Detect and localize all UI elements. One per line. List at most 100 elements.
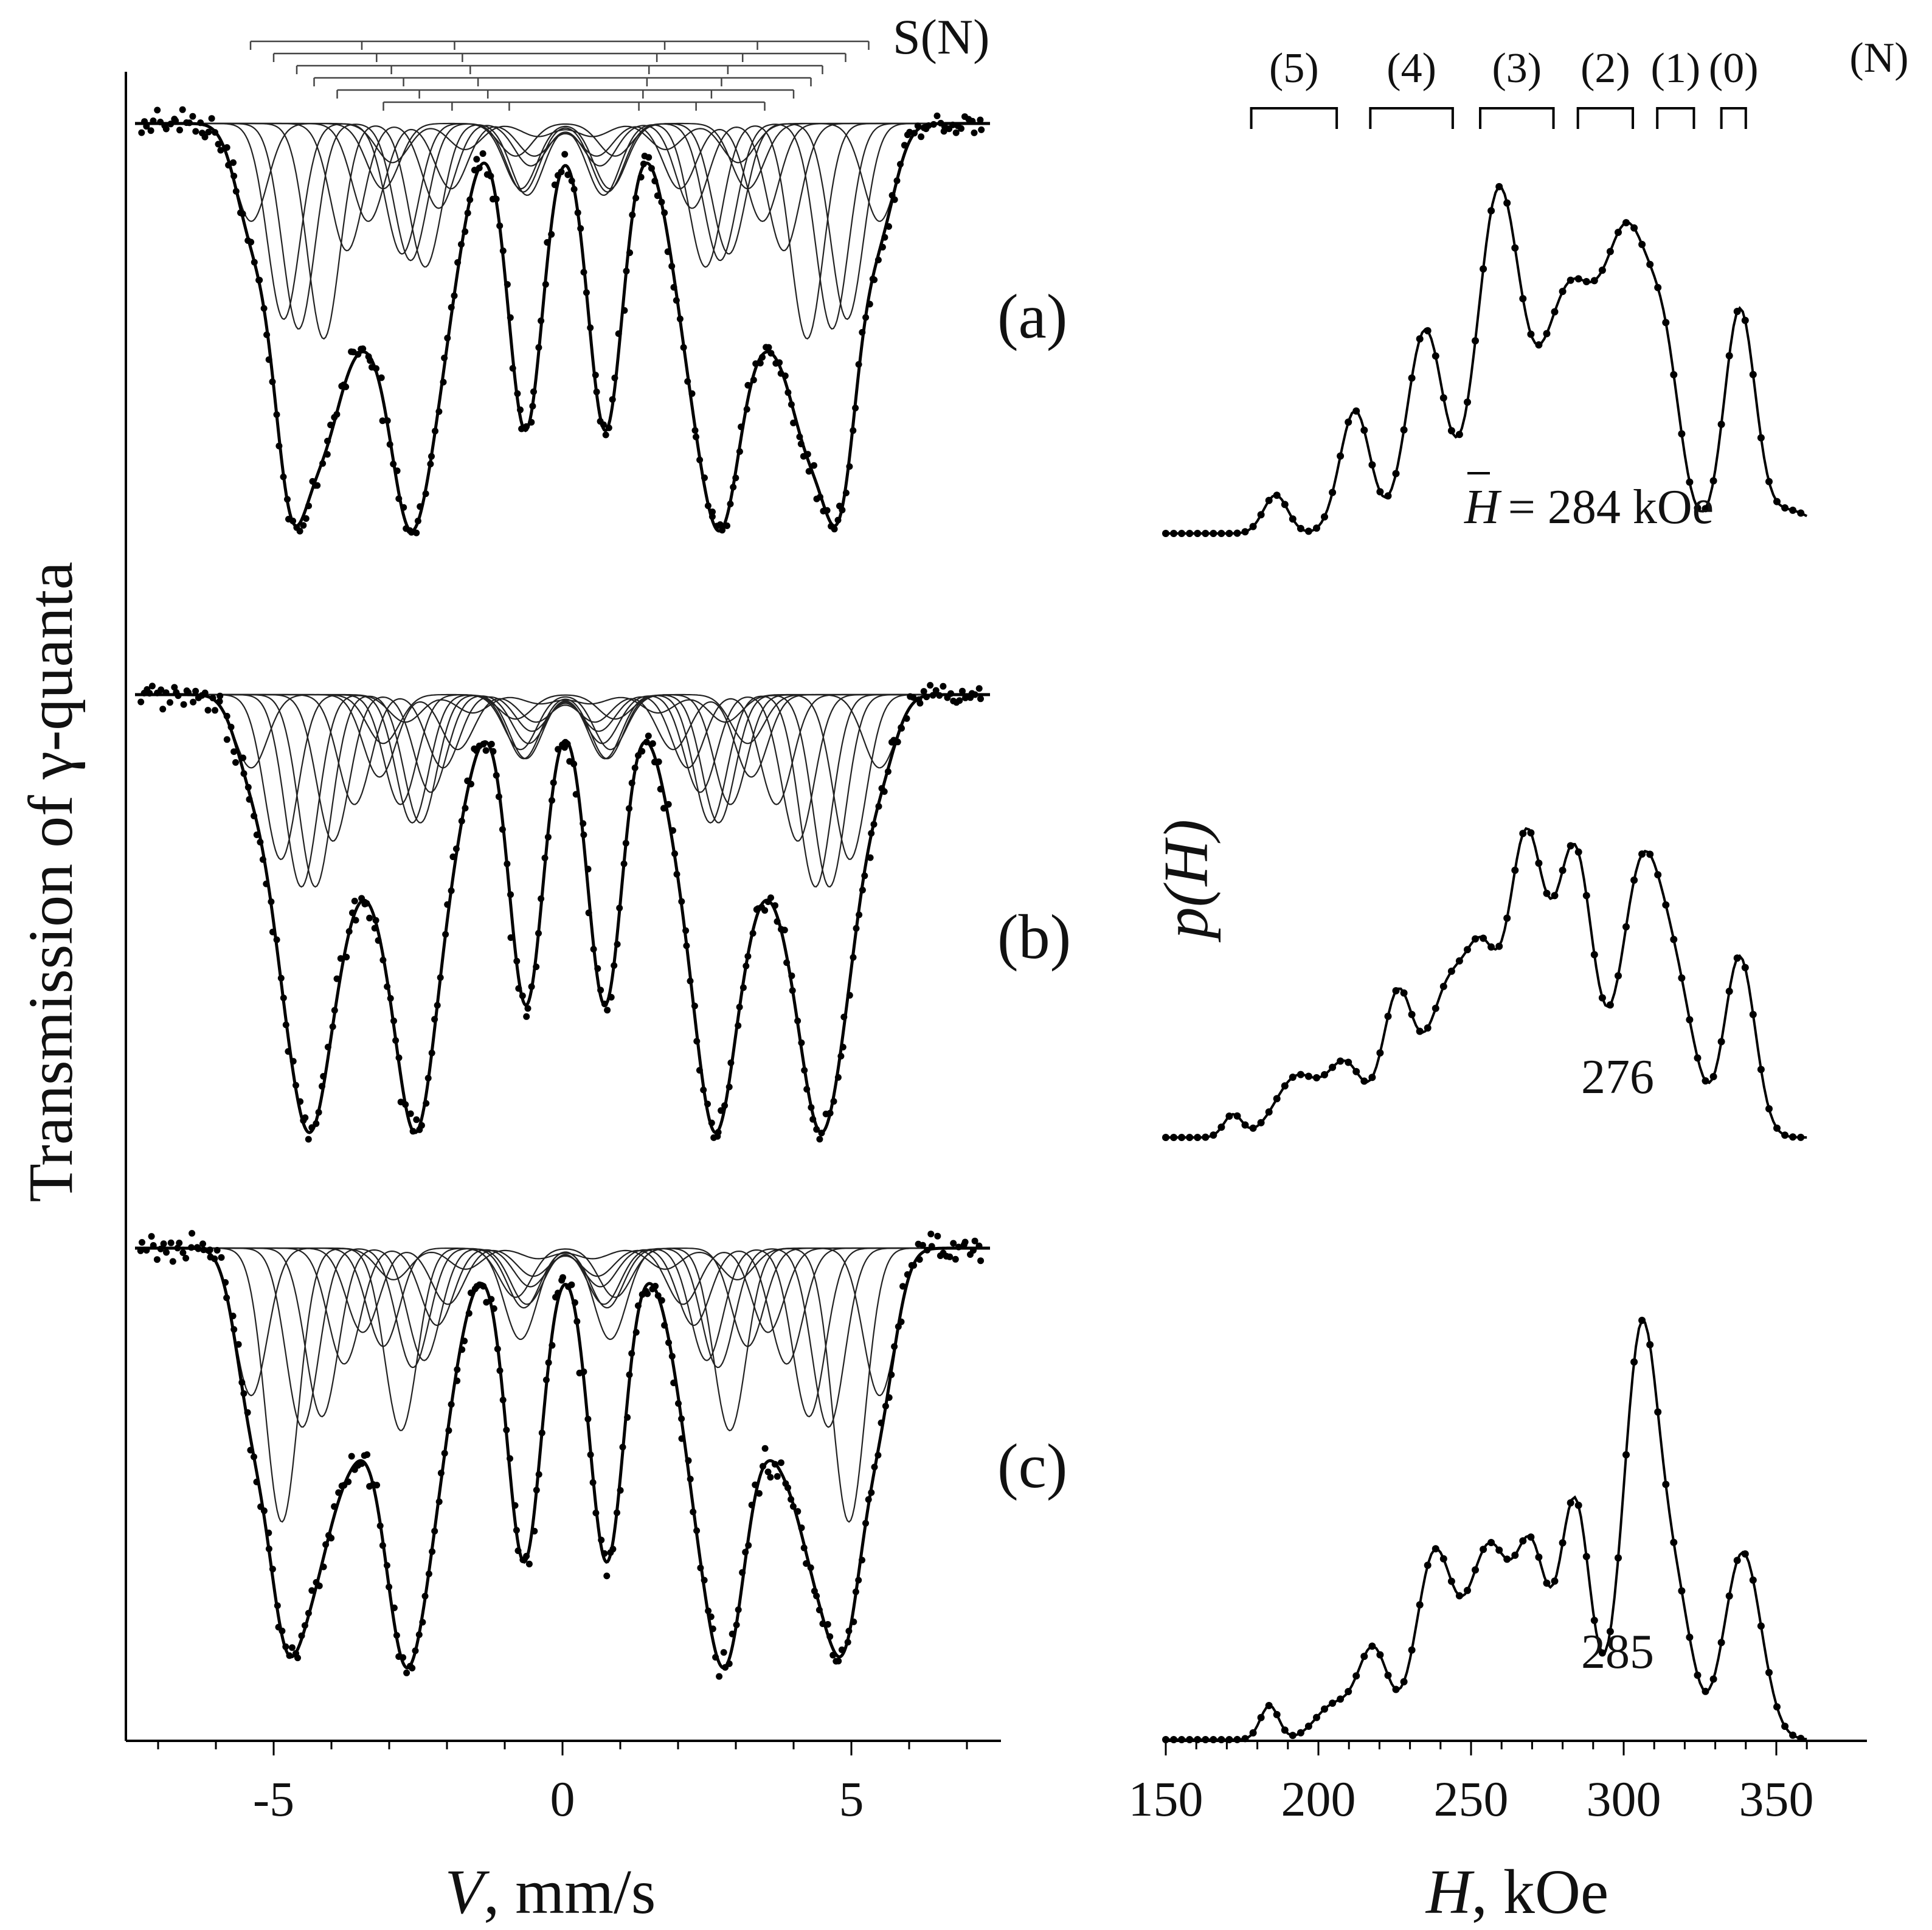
distribution-point: [1289, 1074, 1297, 1081]
data-point: [815, 1606, 823, 1614]
data-point: [580, 269, 587, 276]
data-point: [871, 1463, 878, 1471]
data-point: [570, 760, 578, 768]
data-point: [716, 521, 724, 528]
data-point: [971, 691, 978, 698]
data-point: [269, 1566, 276, 1573]
distribution-point: [1162, 530, 1169, 537]
data-point: [462, 805, 469, 812]
data-point: [515, 985, 522, 992]
distribution-point: [1464, 946, 1471, 954]
data-point: [757, 359, 764, 367]
distribution-point: [1543, 330, 1551, 338]
component-curve: [135, 1247, 990, 1523]
distribution-point: [1686, 478, 1694, 486]
velocity-ticks: -5 0 5: [157, 1741, 968, 1827]
distribution-point: [1304, 527, 1312, 535]
data-point: [320, 1563, 327, 1571]
distribution-point: [1495, 182, 1503, 190]
distribution-point: [1781, 1131, 1789, 1139]
data-point: [496, 1367, 504, 1374]
distribution-point: [1241, 1121, 1249, 1129]
data-point: [480, 1283, 487, 1290]
data-point: [693, 433, 699, 440]
data-point: [720, 1649, 727, 1656]
data-point: [235, 1341, 242, 1348]
data-point: [487, 173, 494, 179]
data-point: [850, 427, 857, 434]
shell-bracket: [1369, 107, 1454, 129]
data-point: [351, 897, 358, 904]
data-point: [408, 529, 415, 536]
distribution-point: [1360, 1653, 1368, 1661]
data-point: [868, 830, 875, 837]
data-point: [154, 106, 161, 114]
distribution-point: [1455, 1592, 1463, 1600]
data-point: [788, 401, 795, 408]
distribution-point: [1495, 1546, 1503, 1554]
data-point: [831, 526, 838, 533]
velocity-tick-label: 5: [839, 1771, 864, 1827]
spectrum-a-label: (a): [997, 282, 1067, 352]
distribution-point: [1789, 1133, 1797, 1141]
data-point: [549, 1342, 556, 1349]
data-point: [761, 907, 769, 914]
data-point: [637, 173, 645, 181]
data-point: [684, 378, 691, 385]
distribution-point: [1717, 420, 1725, 428]
data-point: [704, 502, 712, 509]
data-point: [918, 133, 925, 141]
data-point: [958, 125, 964, 132]
data-point: [462, 228, 469, 235]
data-point: [866, 300, 873, 308]
shell-label: (4): [1387, 45, 1436, 92]
spectrum-b: [135, 682, 990, 1143]
data-point: [898, 724, 905, 732]
distribution-point: [1527, 1533, 1535, 1541]
data-point: [572, 791, 580, 798]
data-point: [185, 689, 192, 696]
data-point: [179, 106, 186, 113]
data-point: [402, 1101, 409, 1108]
data-point: [736, 448, 743, 455]
data-point: [855, 1577, 862, 1584]
distribution-point: [1178, 1134, 1186, 1141]
distribution-point: [1749, 370, 1757, 378]
data-point: [244, 783, 252, 791]
data-point: [798, 1524, 805, 1532]
distribution-point: [1273, 491, 1281, 499]
data-point: [223, 736, 230, 743]
data-point: [143, 1247, 150, 1254]
data-point: [829, 1651, 837, 1659]
data-point: [159, 706, 167, 713]
spectrum-a: [135, 106, 990, 536]
data-point: [661, 1322, 668, 1329]
distribution-point: [1678, 1587, 1686, 1595]
data-point: [823, 507, 831, 514]
data-point: [395, 495, 403, 502]
data-point: [282, 1643, 289, 1650]
data-point: [435, 408, 443, 415]
distribution-point: [1670, 371, 1678, 378]
data-point: [319, 1083, 325, 1090]
data-point: [269, 378, 276, 386]
data-point: [634, 1302, 642, 1310]
distribution-point: [1408, 374, 1416, 382]
distribution-point: [1249, 1124, 1257, 1132]
data-point: [435, 1498, 443, 1505]
data-point: [798, 1039, 805, 1046]
data-point: [240, 1390, 248, 1397]
distribution-point: [1725, 1592, 1733, 1600]
data-point: [246, 796, 253, 803]
mean-field-value: = 284 kOe: [1508, 481, 1714, 534]
data-point: [693, 1527, 701, 1534]
distribution-point: [1590, 951, 1598, 959]
distribution-point: [1289, 1732, 1297, 1740]
data-point: [403, 1669, 410, 1676]
data-point: [305, 1136, 312, 1143]
data-point: [294, 1654, 301, 1662]
distribution-point: [1257, 511, 1265, 519]
data-point: [901, 142, 908, 149]
data-point: [320, 1073, 327, 1080]
data-point: [257, 839, 264, 845]
